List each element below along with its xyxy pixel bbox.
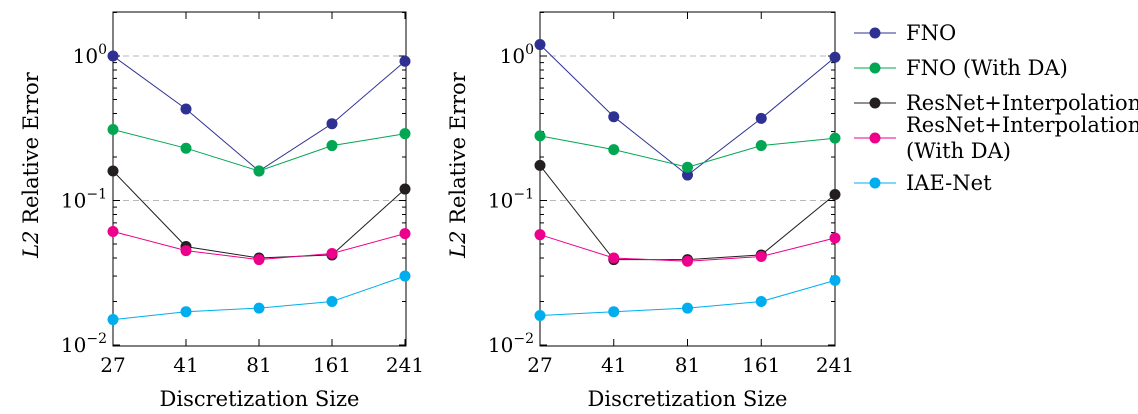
legend-marker (869, 132, 881, 144)
y-tick-label: 100 (500, 42, 534, 68)
data-point (755, 140, 767, 152)
data-point (180, 245, 192, 257)
data-point (682, 161, 693, 173)
data-point (682, 255, 693, 267)
data-point (829, 51, 841, 63)
data-point (399, 228, 411, 240)
data-point (107, 123, 119, 135)
data-point (682, 169, 693, 181)
legend-marker (869, 62, 881, 74)
data-point (326, 296, 338, 308)
x-tick-label: 81 (246, 353, 271, 377)
plot-frame (112, 11, 407, 347)
chart-panel-2: 100 10−1 10−227 41 81 161 241 Discretization Si… (446, 11, 854, 411)
x-axis-title: Discretization Size (160, 387, 360, 411)
data-point (399, 55, 411, 67)
x-tick-label: 27 (100, 353, 125, 377)
data-point (534, 229, 546, 241)
data-point (107, 314, 119, 326)
x-axis-title: Discretization Size (588, 387, 788, 411)
data-point (326, 247, 338, 259)
data-point (682, 302, 693, 314)
data-point (107, 165, 119, 177)
x-tick-label: 241 (816, 353, 854, 377)
data-point (829, 274, 841, 286)
data-point (829, 232, 841, 244)
data-point (534, 159, 546, 171)
y-tick-label: 10−1 (488, 187, 534, 213)
x-tick-label: 161 (313, 353, 351, 377)
data-point (399, 183, 411, 195)
series-line (112, 170, 406, 259)
series-line (539, 44, 836, 176)
data-point (608, 111, 620, 123)
y-axis-title: L2 Relative Error (19, 71, 43, 259)
series-line (112, 129, 406, 172)
x-tick-label: 41 (601, 353, 626, 377)
legend-marker (869, 97, 881, 109)
data-point (180, 306, 192, 318)
data-point (755, 112, 767, 124)
data-point (534, 130, 546, 142)
series-line (112, 55, 406, 172)
x-tick-label: 81 (675, 353, 700, 377)
legend: FNO FNO (With DA) ResNet+InterpolationResN… (854, 21, 1138, 195)
legend-label: FNO (With DA) (906, 56, 1068, 80)
data-point (180, 142, 192, 154)
data-point (608, 306, 620, 318)
data-point (829, 189, 841, 201)
data-point (608, 252, 620, 264)
data-point (399, 270, 411, 282)
legend-label: FNO (906, 21, 956, 45)
y-tick-label: 10−2 (488, 331, 534, 357)
data-point (534, 39, 546, 51)
legend-label: ResNet+Interpolation (906, 91, 1138, 115)
data-point (755, 250, 767, 262)
x-tick-label: 161 (742, 353, 780, 377)
y-tick-label: 10−1 (61, 187, 107, 213)
data-point (107, 50, 119, 62)
legend-marker (869, 177, 881, 189)
data-point (326, 118, 338, 130)
data-point (107, 226, 119, 238)
data-point (755, 296, 767, 308)
data-point (534, 310, 546, 322)
data-point (326, 140, 338, 152)
x-tick-label: 27 (527, 353, 552, 377)
y-tick-label: 10−2 (61, 331, 107, 357)
x-tick-label: 241 (386, 353, 424, 377)
chart-panel-1: 100 10−1 10−227 41 81 161 241 Discretization Si… (19, 11, 424, 411)
y-tick-label: 100 (73, 42, 107, 68)
y-axis-title: L2 Relative Error (446, 71, 470, 259)
data-point (180, 103, 192, 115)
data-point (829, 132, 841, 144)
data-point (399, 128, 411, 140)
data-point (608, 144, 620, 156)
data-point (253, 302, 265, 314)
legend-label: ResNet+Interpolation (With DA) (906, 113, 1138, 163)
x-tick-label: 41 (173, 353, 198, 377)
legend-label: IAE-Net (906, 171, 992, 195)
data-point (253, 254, 265, 266)
data-point (253, 165, 265, 177)
legend-marker (869, 27, 881, 39)
